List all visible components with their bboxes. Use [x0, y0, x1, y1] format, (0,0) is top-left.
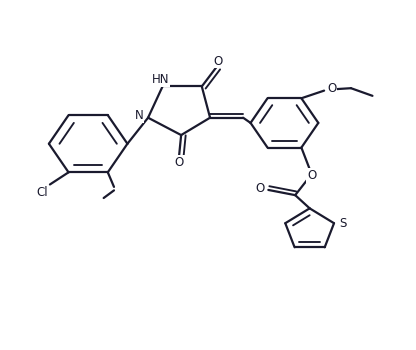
Text: Cl: Cl [37, 186, 48, 198]
Text: S: S [339, 217, 347, 230]
Text: O: O [174, 156, 184, 169]
Text: HN: HN [152, 73, 169, 86]
Text: O: O [214, 55, 223, 68]
Text: O: O [255, 182, 265, 195]
Text: O: O [327, 82, 336, 95]
Text: N: N [135, 110, 144, 122]
Text: O: O [307, 169, 316, 182]
